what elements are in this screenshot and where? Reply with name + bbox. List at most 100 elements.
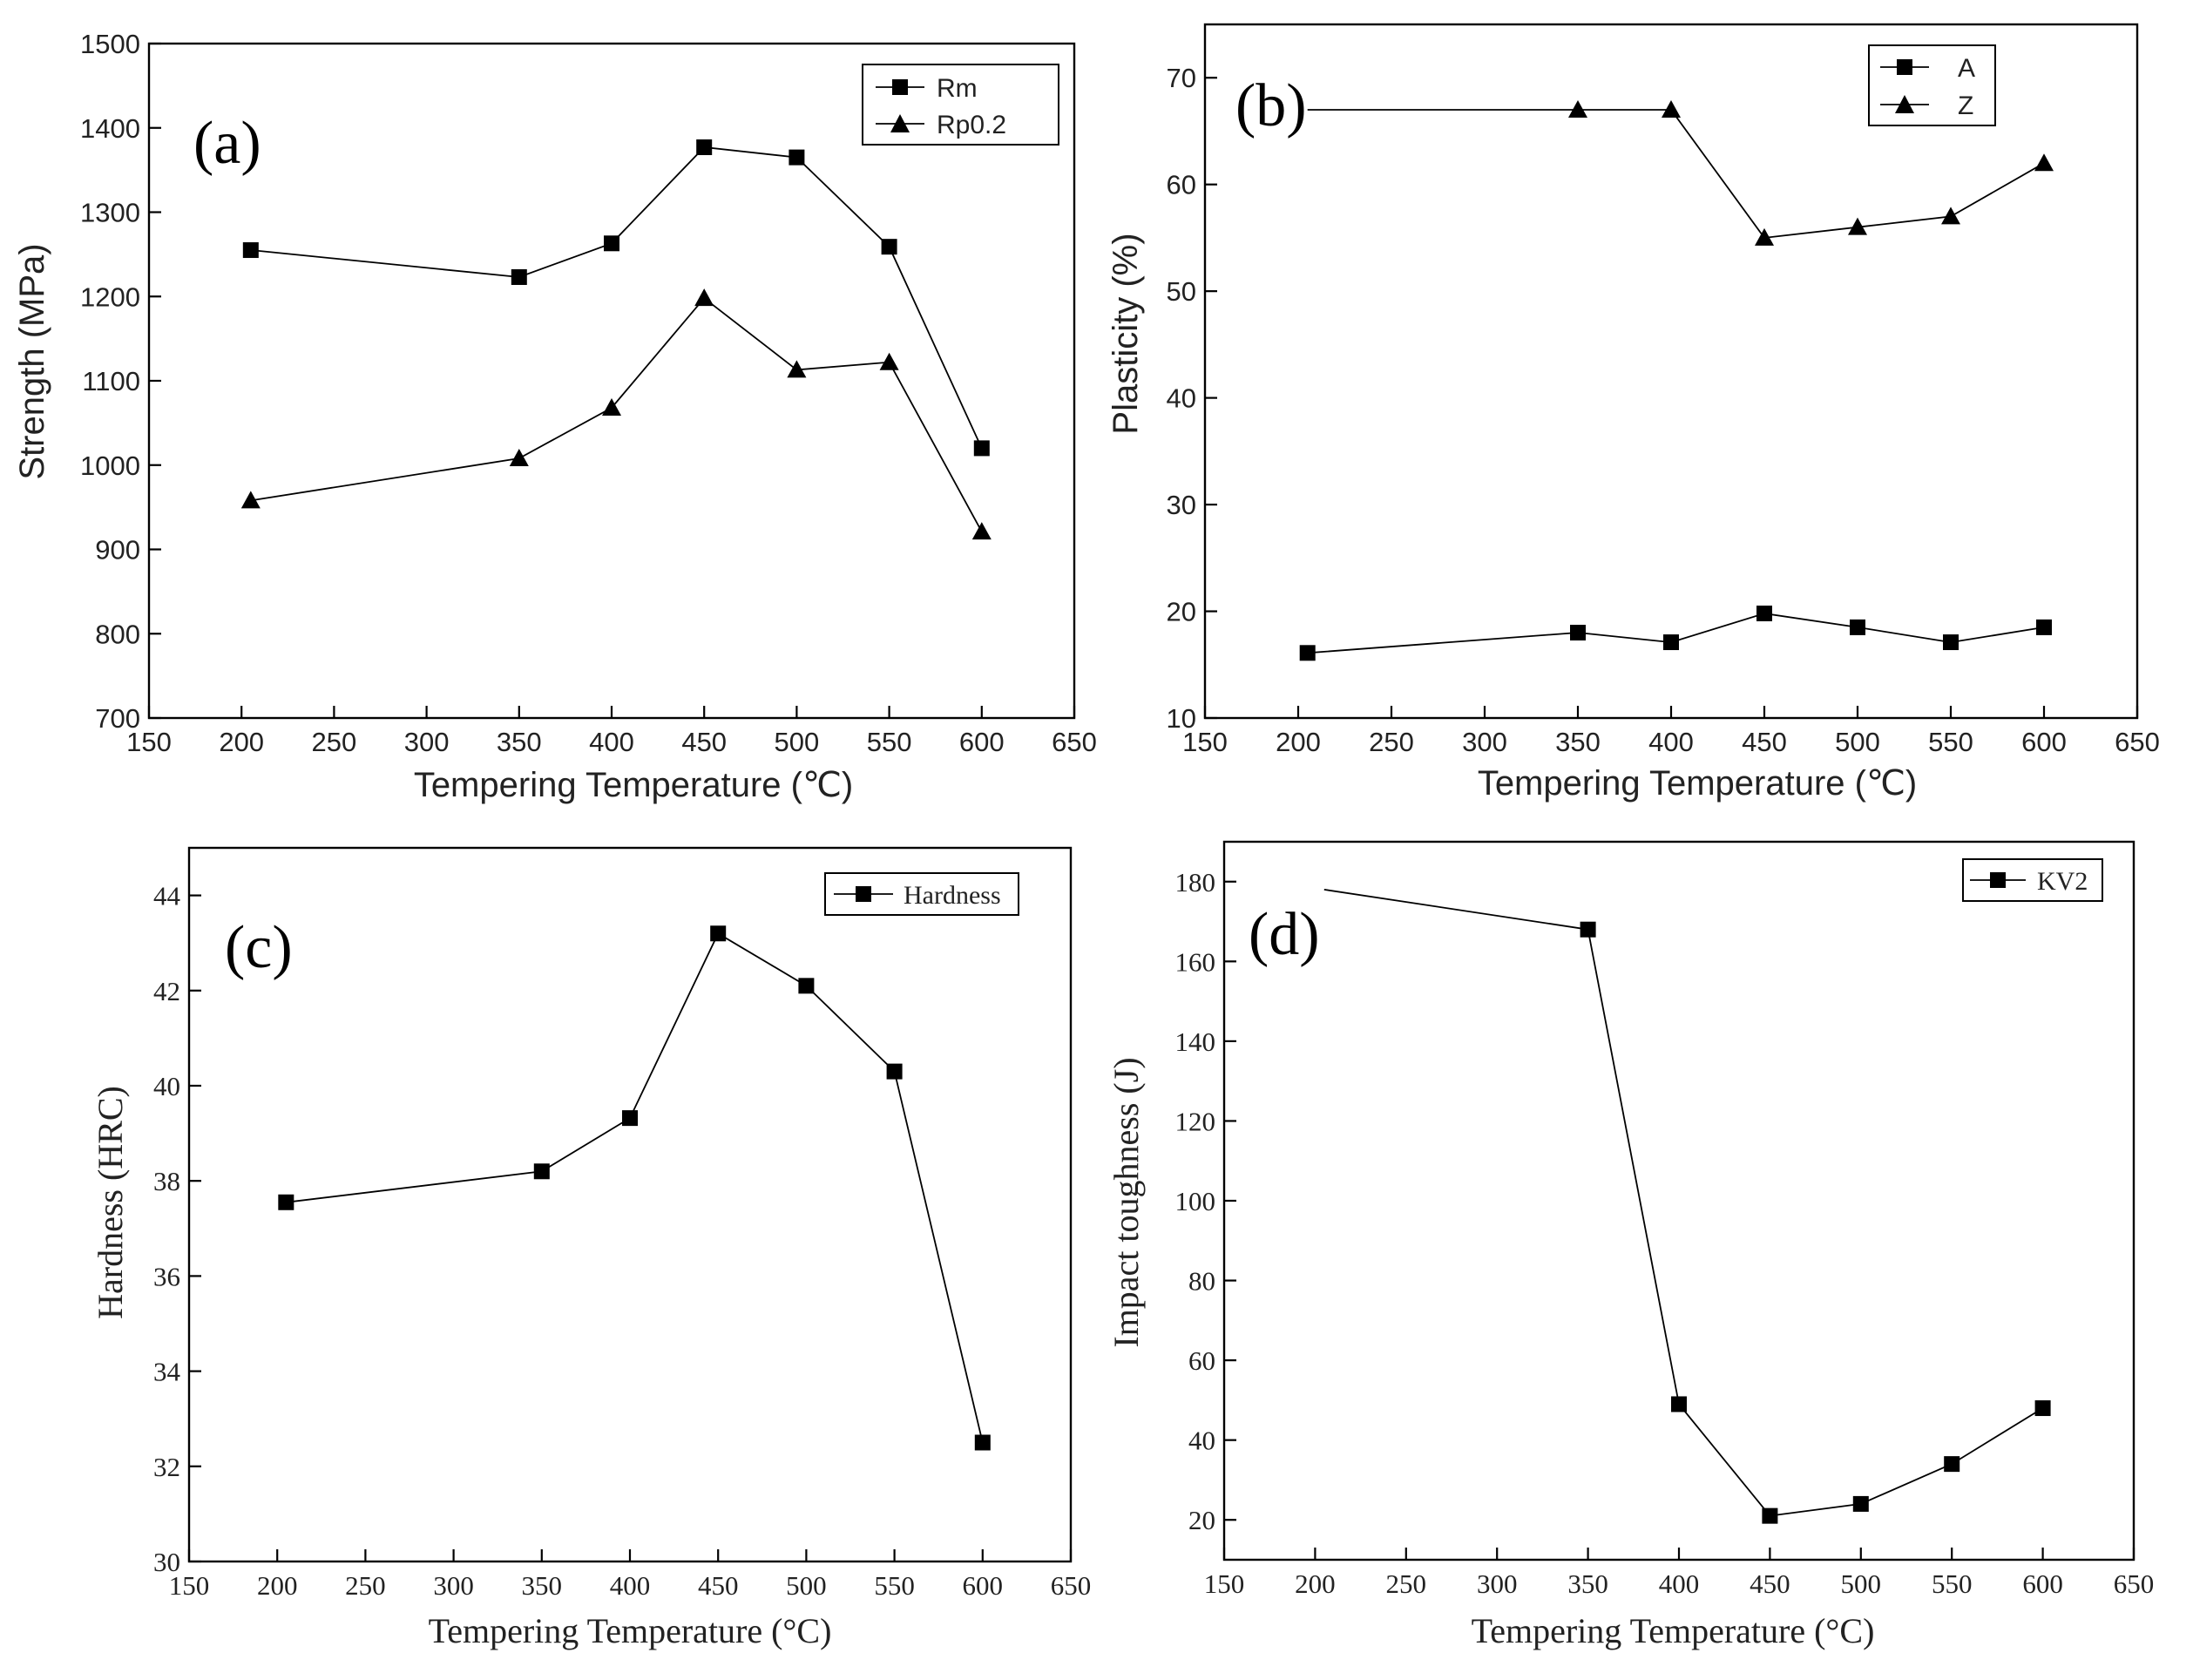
x-tick-label: 350 [1555, 727, 1601, 757]
series-layer [1323, 889, 2051, 1524]
x-tick-label: 450 [698, 1570, 739, 1601]
data-point [1756, 605, 1772, 621]
x-tick-label: 650 [1051, 1570, 1092, 1601]
x-tick-labels: 150 200 250 300 350 400 450 500 550 600 650 [169, 1570, 1092, 1601]
x-tick-label: 300 [1477, 1568, 1518, 1599]
x-axis-label: Tempering Temperature (°C) [429, 1611, 832, 1650]
legend-label-rm: Rm [937, 74, 978, 103]
y-tick-label: 180 [1175, 867, 1216, 898]
legend-marker-kv2 [1990, 872, 2006, 888]
y-tick-label: 1000 [80, 450, 140, 481]
y-tick-labels: 10 20 30 40 50 60 70 [1167, 63, 1196, 734]
plot-frame [1203, 23, 2139, 720]
data-point [604, 235, 619, 252]
x-tick-label: 250 [1386, 1568, 1427, 1599]
y-tick-label: 160 [1175, 946, 1216, 977]
y-tick-label: 1100 [82, 366, 140, 396]
y-tick-label: 900 [95, 535, 140, 566]
data-point [2036, 619, 2052, 635]
x-tick-label: 650 [1052, 727, 1097, 757]
y-tick-label: 36 [153, 1261, 180, 1291]
y-tick-label: 60 [1167, 170, 1196, 200]
legend: KV2 [1962, 858, 2103, 902]
y-axis-label: Plasticity (%) [1107, 233, 1145, 434]
y-tick-label: 100 [1175, 1186, 1216, 1216]
data-point [881, 239, 897, 255]
data-point [2034, 153, 2054, 172]
data-point [1755, 227, 1774, 246]
x-tick-labels: 150 200 250 300 350 400 450 500 550 600 650 [1204, 1568, 2155, 1599]
y-tick-label: 1200 [80, 281, 140, 312]
data-point [710, 925, 727, 942]
data-point [240, 491, 261, 509]
data-point [509, 449, 529, 467]
data-point [1943, 634, 1959, 651]
y-tick-label: 10 [1167, 703, 1196, 734]
panel-b-plasticity: 150 200 250 300 350 400 450 500 550 600 650 10 20 30… [1107, 23, 2160, 803]
y-tick-label: 20 [1167, 597, 1196, 627]
x-axis-label: Tempering Temperature (℃) [414, 766, 853, 804]
x-axis-label: Tempering Temperature (°C) [1472, 1611, 1875, 1650]
data-point [1662, 99, 1681, 118]
x-tick-label: 350 [1567, 1568, 1608, 1599]
data-point [973, 440, 990, 457]
y-tick-label: 800 [95, 619, 140, 649]
y-tick-label: 20 [1188, 1505, 1215, 1535]
legend-marker-a [1897, 59, 1912, 75]
legend-marker-rp02 [890, 114, 910, 132]
x-tick-label: 650 [2114, 1568, 2155, 1599]
data-point [1580, 921, 1596, 938]
x-tick-label: 550 [1932, 1568, 1973, 1599]
panel-label: (a) [193, 110, 261, 177]
data-point [1663, 634, 1679, 651]
legend-marker-hardness [856, 886, 871, 902]
panel-label: (b) [1235, 72, 1307, 139]
panel-d-impact-toughness: 150 200 250 300 350 400 450 500 550 600 650 20 40 60… [1107, 840, 2155, 1650]
x-tick-label: 400 [1659, 1568, 1700, 1599]
data-point [1568, 99, 1587, 118]
legend: Hardness [824, 872, 1019, 916]
panel-label: (c) [225, 914, 293, 981]
x-tick-label: 150 [126, 727, 172, 757]
x-tick-label: 300 [404, 727, 450, 757]
axis-ticks [187, 894, 1073, 1563]
y-tick-label: 50 [1167, 276, 1196, 307]
panel-label: (d) [1249, 901, 1320, 968]
x-tick-label: 150 [1182, 727, 1228, 757]
legend-marker-rm [892, 79, 908, 95]
y-tick-label: 60 [1188, 1345, 1215, 1376]
series-line-kv2 [1323, 889, 2044, 1517]
data-point [1852, 1495, 1869, 1512]
y-tick-label: 34 [153, 1357, 181, 1387]
series-layer [1299, 99, 2054, 661]
legend-marker-z [1895, 95, 1914, 113]
y-tick-label: 40 [153, 1071, 180, 1101]
plot-frame [1222, 840, 2135, 1561]
data-point [1570, 625, 1586, 641]
y-tick-label: 700 [95, 703, 140, 734]
x-tick-label: 500 [775, 727, 820, 757]
y-tick-label: 30 [1167, 490, 1196, 520]
x-tick-label: 250 [312, 727, 357, 757]
y-axis-label: Strength (MPa) [13, 243, 51, 479]
x-tick-label: 550 [867, 727, 912, 757]
data-point [1299, 645, 1316, 661]
x-tick-label: 550 [874, 1570, 915, 1601]
x-tick-label: 150 [169, 1570, 210, 1601]
y-tick-label: 80 [1188, 1266, 1215, 1297]
y-tick-label: 30 [153, 1547, 180, 1577]
y-tick-label: 40 [1188, 1426, 1215, 1456]
series-line-z [1307, 109, 2045, 239]
data-point [242, 242, 259, 259]
data-point [533, 1163, 550, 1180]
x-axis-label: Tempering Temperature (℃) [1478, 764, 1917, 803]
panel-c-hardness: 150 200 250 300 350 400 450 500 550 600 650 30 32 34… [91, 846, 1092, 1650]
x-tick-label: 400 [1648, 727, 1694, 757]
data-point [1762, 1507, 1778, 1524]
x-tick-label: 300 [433, 1570, 474, 1601]
x-tick-label: 550 [1928, 727, 1973, 757]
axis-ticks [147, 42, 1076, 720]
series-layer [240, 139, 992, 540]
y-tick-labels: 20 40 60 80 100 120 140 160 180 [1175, 867, 1216, 1535]
axis-ticks [1203, 77, 2139, 720]
